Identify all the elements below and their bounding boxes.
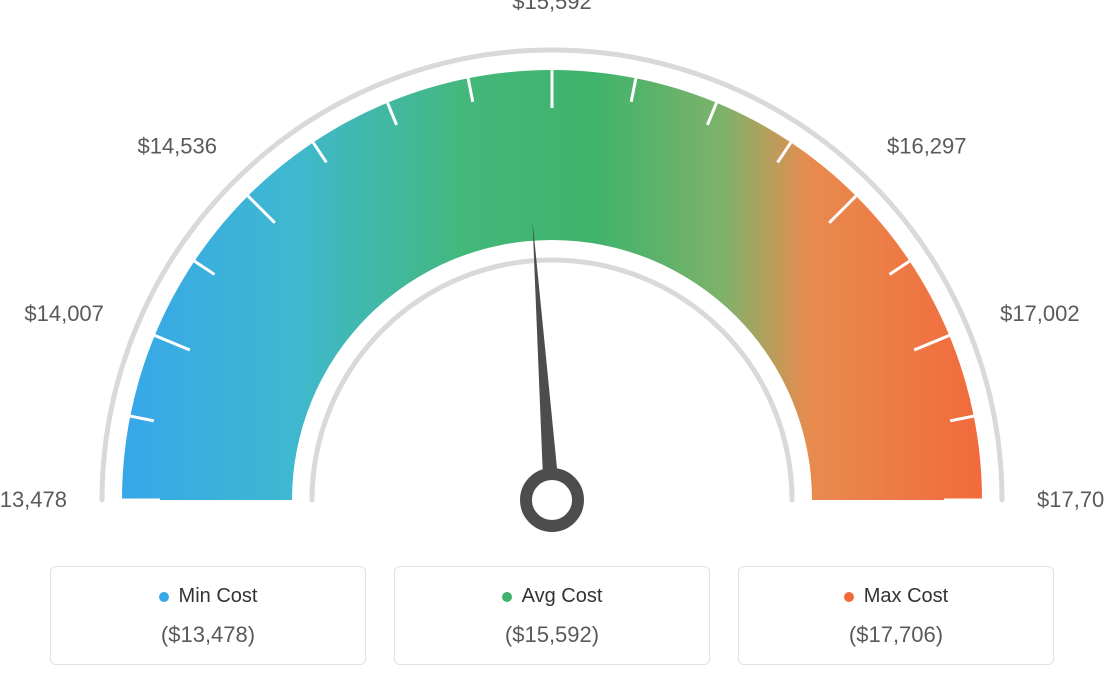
dot-icon [159,592,169,602]
legend-title-avg: Avg Cost [502,585,603,608]
legend-title-min: Min Cost [159,585,258,608]
gauge-svg [0,0,1104,560]
gauge-tick-label: $14,536 [137,134,217,160]
legend-card-max: Max Cost ($17,706) [738,566,1054,665]
dot-icon [844,592,854,602]
legend-value-avg: ($15,592) [405,622,699,648]
legend-row: Min Cost ($13,478) Avg Cost ($15,592) Ma… [50,566,1054,665]
legend-title-text: Max Cost [864,585,948,608]
gauge-tick-label: $17,706 [1037,487,1104,513]
gauge-tick-label: $16,297 [887,134,967,160]
gauge-area: $13,478 $14,007 $14,536 $15,592 $16,297 $17,0… [0,0,1104,560]
legend-title-text: Avg Cost [522,585,603,608]
gauge-tick-label: $15,592 [512,0,592,15]
gauge-tick-label: $17,002 [1000,301,1080,327]
chart-container: $13,478 $14,007 $14,536 $15,592 $16,297 $17,0… [0,0,1104,690]
legend-value-min: ($13,478) [61,622,355,648]
legend-title-max: Max Cost [844,585,948,608]
gauge-tick-label: $13,478 [0,487,67,513]
legend-card-avg: Avg Cost ($15,592) [394,566,710,665]
legend-card-min: Min Cost ($13,478) [50,566,366,665]
dot-icon [502,592,512,602]
gauge-tick-label: $14,007 [24,301,104,327]
legend-title-text: Min Cost [179,585,258,608]
legend-value-max: ($17,706) [749,622,1043,648]
